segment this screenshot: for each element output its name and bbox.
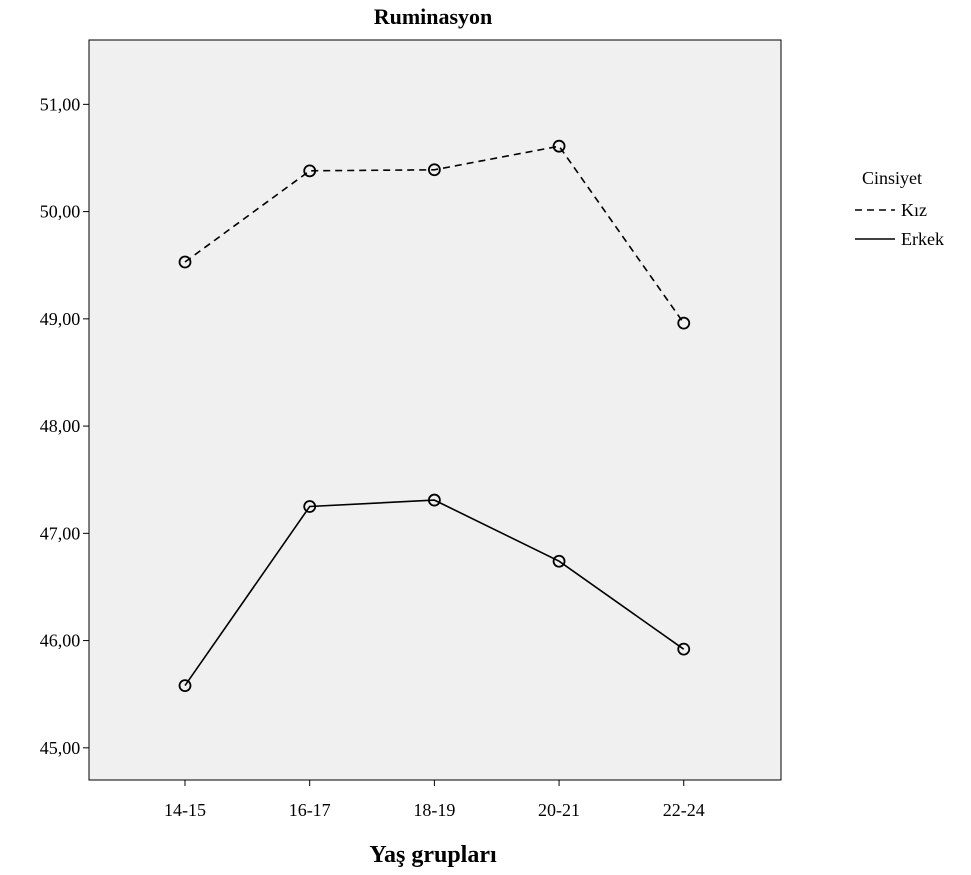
x-tick-label: 16-17 <box>289 800 331 820</box>
data-point <box>427 163 441 177</box>
data-point <box>552 139 566 153</box>
y-tick-label: 47,00 <box>40 523 81 543</box>
data-point <box>677 316 691 330</box>
y-tick-label: 49,00 <box>40 309 81 329</box>
legend-item-label: Kız <box>901 200 927 220</box>
data-point <box>178 255 192 269</box>
legend-item-label: Erkek <box>901 229 944 249</box>
data-point <box>427 493 441 507</box>
y-tick-label: 48,00 <box>40 416 81 436</box>
x-axis: 14-15 16-17 18-19 20-21 22-24 <box>164 780 705 820</box>
x-tick-label: 18-19 <box>413 800 455 820</box>
y-tick-label: 46,00 <box>40 631 81 651</box>
y-tick-label: 51,00 <box>40 94 81 114</box>
data-point <box>303 500 317 513</box>
y-tick-label: 45,00 <box>40 738 81 758</box>
series-line-erkek <box>184 499 685 687</box>
legend-title: Cinsiyet <box>862 168 922 188</box>
data-point <box>677 642 691 656</box>
legend: Cinsiyet Kız Erkek <box>855 168 944 249</box>
series-line-kız <box>184 145 685 324</box>
data-point <box>178 679 192 693</box>
y-tick-label: 50,00 <box>40 202 81 222</box>
series-layer <box>178 139 691 693</box>
x-tick-label: 14-15 <box>164 800 206 820</box>
chart-title: Ruminasyon <box>374 4 493 29</box>
data-point <box>303 164 317 178</box>
plot-area <box>88 39 782 781</box>
x-axis-label: Yaş grupları <box>369 842 497 868</box>
x-tick-label: 20-21 <box>538 800 580 820</box>
x-tick-label: 22-24 <box>663 800 705 820</box>
data-point <box>552 554 566 568</box>
y-axis: 45,00 46,00 47,00 48,00 49,00 50,00 51,00 <box>40 94 89 758</box>
